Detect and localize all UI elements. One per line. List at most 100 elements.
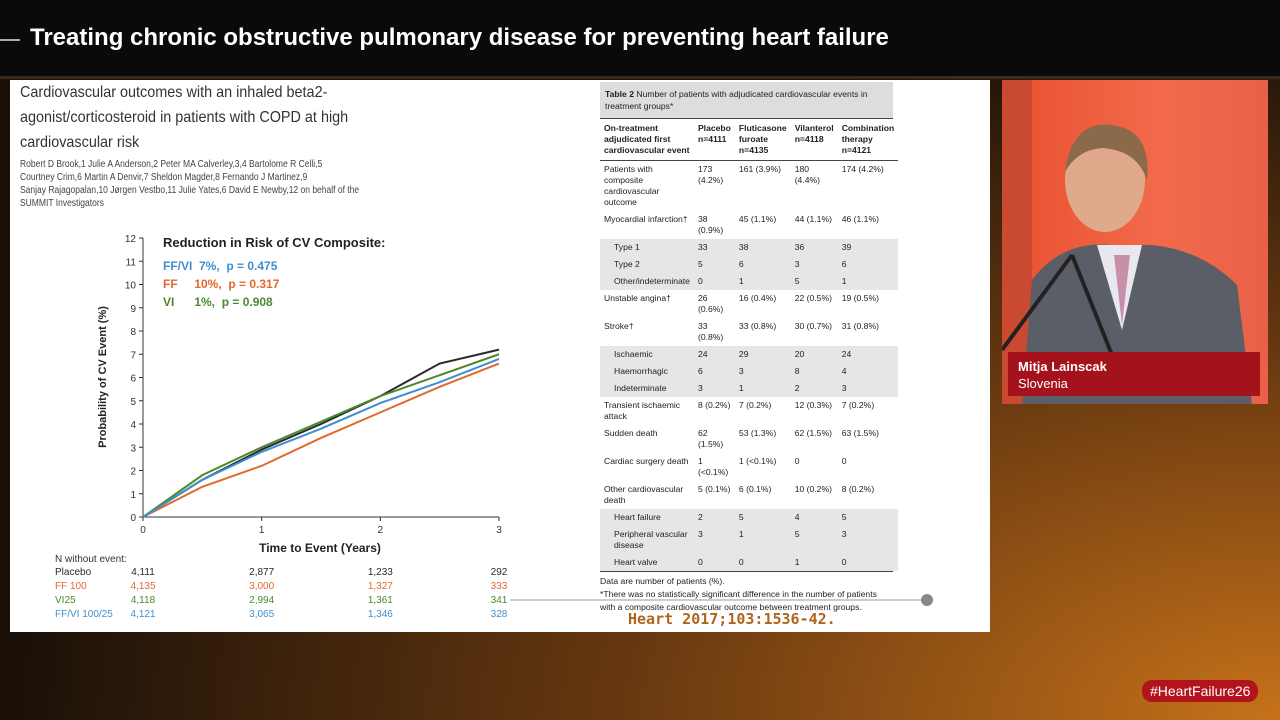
- at-risk-value: 341: [491, 595, 508, 606]
- y-tick-label: 5: [130, 397, 136, 408]
- table-cell: 20: [790, 346, 838, 363]
- table-cell: 3: [790, 256, 838, 273]
- series-line: [142, 353, 500, 518]
- column-header: On-treatment adjudicated first cardiovas…: [600, 119, 694, 161]
- table-cell: 45 (1.1%): [738, 214, 777, 224]
- speaker-country: Slovenia: [1018, 376, 1068, 391]
- table-cell: Stroke†: [604, 321, 634, 331]
- table-cell: 5: [693, 256, 735, 273]
- y-tick-label: 7: [130, 350, 136, 361]
- table-caption: Table 2 Number of patients with adjudica…: [600, 82, 893, 119]
- table-row: Myocardial infarction† 38 (0.9%) 45 (1.1%)…: [600, 211, 898, 239]
- y-tick-label: 4: [130, 420, 136, 431]
- at-risk-value: 2,877: [249, 567, 274, 578]
- table-cell: Haemorrhagic: [600, 363, 694, 380]
- legend-label: FF/VI 100/25: [55, 609, 113, 620]
- top-bar: Treating chronic obstructive pulmonary d…: [0, 0, 1280, 79]
- table-cell: 1: [790, 554, 838, 571]
- tie: [1114, 255, 1130, 325]
- table-row: Heart valve 0 0 1 0: [600, 554, 899, 571]
- y-tick-label: 3: [130, 443, 136, 454]
- table-cell: Unstable angina†: [604, 293, 671, 303]
- table-row: Indeterminate 3 1 2 3: [600, 380, 899, 397]
- at-risk-value: 1,346: [368, 609, 393, 620]
- table-cell: 1: [734, 526, 791, 554]
- table-cell: 1 (<0.1%): [697, 456, 729, 477]
- table-cell: 19 (0.5%): [841, 293, 879, 303]
- table-cell: 33 (0.8%): [738, 321, 777, 331]
- data-table: Table 2 Number of patients with adjudica…: [600, 82, 899, 614]
- y-tick-label: 2: [130, 467, 136, 478]
- paper-title-line: Cardiovascular outcomes with an inhaled …: [20, 84, 328, 101]
- table-cell: 3: [693, 380, 735, 397]
- table-cell: 39: [837, 239, 899, 256]
- table-row: Other/indeterminate 0 1 5 1: [600, 273, 899, 290]
- author-line: Robert D Brook,1 Julie A Anderson,2 Pete…: [20, 159, 323, 170]
- at-risk-title: N without event:: [55, 554, 127, 565]
- series-line: [142, 362, 500, 518]
- table-cell: Other cardiovascular death: [604, 484, 684, 505]
- bullet: [0, 39, 20, 41]
- table-cell: 53 (1.3%): [738, 428, 777, 438]
- table-cell: 38 (0.9%): [697, 214, 724, 235]
- table-row: Transient ischaemic attack 8 (0.2%) 7 (0.2…: [600, 397, 898, 425]
- table-cell: 174 (4.2%): [841, 164, 884, 174]
- column-header: Combination therapy n=4121: [837, 119, 899, 161]
- at-risk-value: 4,135: [130, 581, 155, 592]
- table-cell: 173 (4.2%): [697, 164, 724, 185]
- hair: [1065, 124, 1148, 180]
- table-row: Unstable angina† 26 (0.6%) 16 (0.4%) 22 (0.…: [600, 290, 898, 318]
- table-cell: Type 1: [600, 239, 694, 256]
- x-tick-label: 0: [140, 525, 146, 536]
- y-tick-label: 8: [130, 327, 136, 338]
- x-tick-label: 1: [259, 525, 265, 536]
- table-cell: 46 (1.1%): [841, 214, 879, 224]
- table-cell: Cardiac surgery death: [604, 456, 689, 466]
- series-line: [142, 357, 500, 518]
- table-cell: Indeterminate: [600, 380, 694, 397]
- table-cell: 38: [734, 239, 791, 256]
- table-cell: 0: [841, 456, 847, 466]
- table-cell: 10 (0.2%): [794, 484, 832, 494]
- table-cell: 62 (1.5%): [794, 428, 832, 438]
- table-cell: 1 (<0.1%): [738, 456, 777, 466]
- table-cell: 3: [837, 380, 899, 397]
- table-row: Other cardiovascular death 5 (0.1%) 6 (0.1…: [600, 481, 898, 509]
- at-risk-value: 1,361: [368, 595, 393, 606]
- table-cell: 12 (0.3%): [794, 400, 832, 410]
- progress-knob: [921, 594, 933, 606]
- session-title: Treating chronic obstructive pulmonary d…: [30, 24, 889, 51]
- table-notes: Data are number of patients (%). *There w…: [600, 571, 893, 614]
- table-cell: 62 (1.5%): [697, 428, 724, 449]
- table-cell: Ischaemic: [600, 346, 694, 363]
- table-cell: 0: [693, 273, 735, 290]
- authors: Robert D Brook,1 Julie A Anderson,2 Pete…: [20, 158, 359, 210]
- y-tick-label: 6: [130, 374, 136, 385]
- annotation: VI 1%, p = 0.908: [163, 295, 273, 309]
- x-axis-label: Time to Event (Years): [259, 541, 381, 555]
- table-row: Sudden death 62 (1.5%) 53 (1.3%) 62 (1.5%) 6…: [600, 425, 898, 453]
- table-cell: 3: [734, 363, 791, 380]
- table-cell: 5: [790, 526, 838, 554]
- annotation: FF 10%, p = 0.317: [163, 277, 280, 291]
- table-cell: 29: [734, 346, 791, 363]
- table-cell: 63 (1.5%): [841, 428, 879, 438]
- table-cell: 2: [693, 509, 735, 526]
- table-cell: 33: [693, 239, 735, 256]
- y-tick-label: 10: [125, 281, 137, 292]
- y-tick-label: 9: [130, 304, 136, 315]
- at-risk-value: 4,121: [130, 609, 155, 620]
- table-cell: 24: [837, 346, 899, 363]
- column-header: Vilanterol n=4118: [790, 119, 838, 161]
- at-risk-value: 3,065: [249, 609, 274, 620]
- legend-label: VI25: [55, 595, 76, 606]
- table-cell: 161 (3.9%): [738, 164, 781, 174]
- chart: Reduction in Risk of CV Composite: Time …: [55, 234, 508, 620]
- table-row: Cardiac surgery death 1 (<0.1%) 1 (<0.1%) 0…: [600, 453, 898, 481]
- table-row: Heart failure 2 5 4 5: [600, 509, 899, 526]
- hashtag: #HeartFailure26: [1142, 680, 1259, 702]
- table-cell: 3: [837, 526, 899, 554]
- table-cell: 31 (0.8%): [841, 321, 879, 331]
- table-cell: 36: [790, 239, 838, 256]
